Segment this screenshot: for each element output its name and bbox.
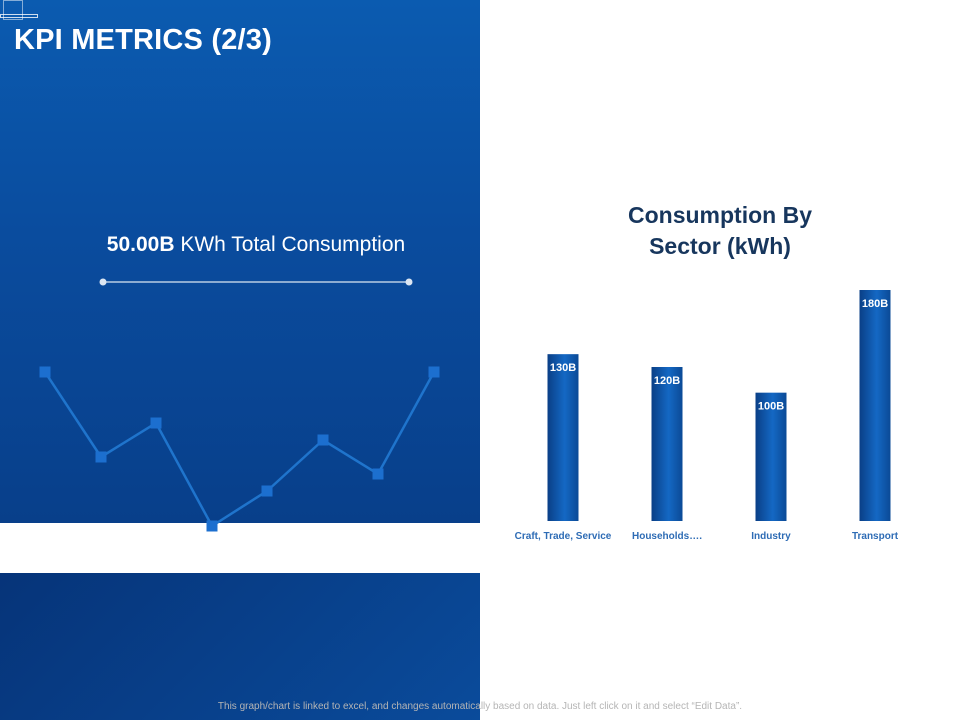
- kpi-total-consumption: 50.00B KWh Total Consumption: [0, 233, 512, 257]
- decorative-line: [0, 14, 38, 18]
- bar-value-label: 180B: [862, 298, 888, 310]
- sparkline-marker: [39, 366, 51, 378]
- category-label: Craft, Trade, Service: [515, 531, 612, 542]
- category-label: Households….: [632, 531, 702, 542]
- left-panel-bottom-background: [0, 573, 480, 720]
- bar-value-label: 120B: [654, 375, 680, 387]
- sparkline-marker: [428, 366, 440, 378]
- chart-title-line: Consumption By: [628, 202, 812, 228]
- chart-title: Consumption By Sector (kWh): [560, 200, 880, 262]
- chart-title-line: Sector (kWh): [649, 233, 791, 259]
- bar-value-label: 130B: [550, 362, 576, 374]
- kpi-divider: [99, 278, 413, 286]
- category-label: Transport: [852, 531, 899, 542]
- bar-craft-trade-service: [547, 354, 579, 521]
- sparkline-marker: [317, 434, 329, 446]
- sparkline-marker: [95, 451, 107, 463]
- bar-value-label: 100B: [758, 401, 784, 413]
- sparkline-path: [43, 371, 436, 528]
- kpi-label: KWh Total Consumption: [174, 233, 406, 256]
- bar-transport: [859, 290, 891, 521]
- sparkline-marker: [372, 468, 384, 480]
- sparkline-marker: [150, 417, 162, 429]
- sparkline-marker: [261, 485, 273, 497]
- bar-industry: [755, 392, 787, 521]
- kpi-value: 50.00B: [106, 233, 175, 256]
- footnote: This graph/chart is linked to excel, and…: [217, 701, 743, 712]
- category-label: Industry: [751, 531, 791, 542]
- decorative-line-chart: [39, 366, 440, 532]
- divider-dot-left: [99, 278, 107, 286]
- sparkline-marker: [206, 520, 218, 532]
- decorative-square: [3, 0, 23, 20]
- page-title: KPI METRICS (2/3): [14, 24, 272, 56]
- consumption-bar-chart: 130B Craft, Trade, Service 120B Households……: [515, 290, 899, 542]
- divider-dot-right: [405, 278, 413, 286]
- bar-households: [651, 367, 683, 521]
